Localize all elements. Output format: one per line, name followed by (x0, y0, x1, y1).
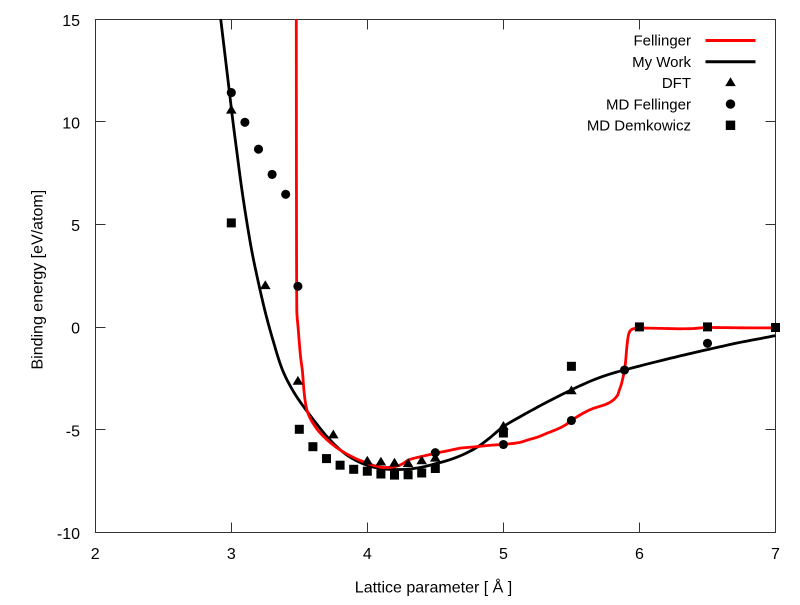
svg-text:-10: -10 (57, 526, 80, 543)
svg-text:Lattice parameter [ Å ]: Lattice parameter [ Å ] (355, 577, 512, 596)
svg-text:My Work: My Work (632, 54, 691, 71)
svg-text:2: 2 (91, 546, 100, 563)
svg-text:Fellinger: Fellinger (633, 33, 691, 50)
svg-text:5: 5 (499, 546, 508, 563)
svg-text:10: 10 (62, 116, 80, 133)
svg-text:MD Fellinger: MD Fellinger (606, 96, 691, 113)
svg-text:6: 6 (635, 546, 644, 563)
svg-text:7: 7 (771, 546, 780, 563)
svg-text:15: 15 (62, 13, 80, 30)
svg-text:5: 5 (71, 218, 80, 235)
svg-text:Binding energy [eV/atom]: Binding energy [eV/atom] (30, 190, 47, 370)
svg-text:-5: -5 (66, 423, 80, 440)
svg-text:4: 4 (363, 546, 372, 563)
svg-text:DFT: DFT (662, 75, 691, 92)
svg-text:3: 3 (227, 546, 236, 563)
svg-text:MD Demkowicz: MD Demkowicz (587, 118, 691, 135)
svg-text:0: 0 (71, 321, 80, 338)
